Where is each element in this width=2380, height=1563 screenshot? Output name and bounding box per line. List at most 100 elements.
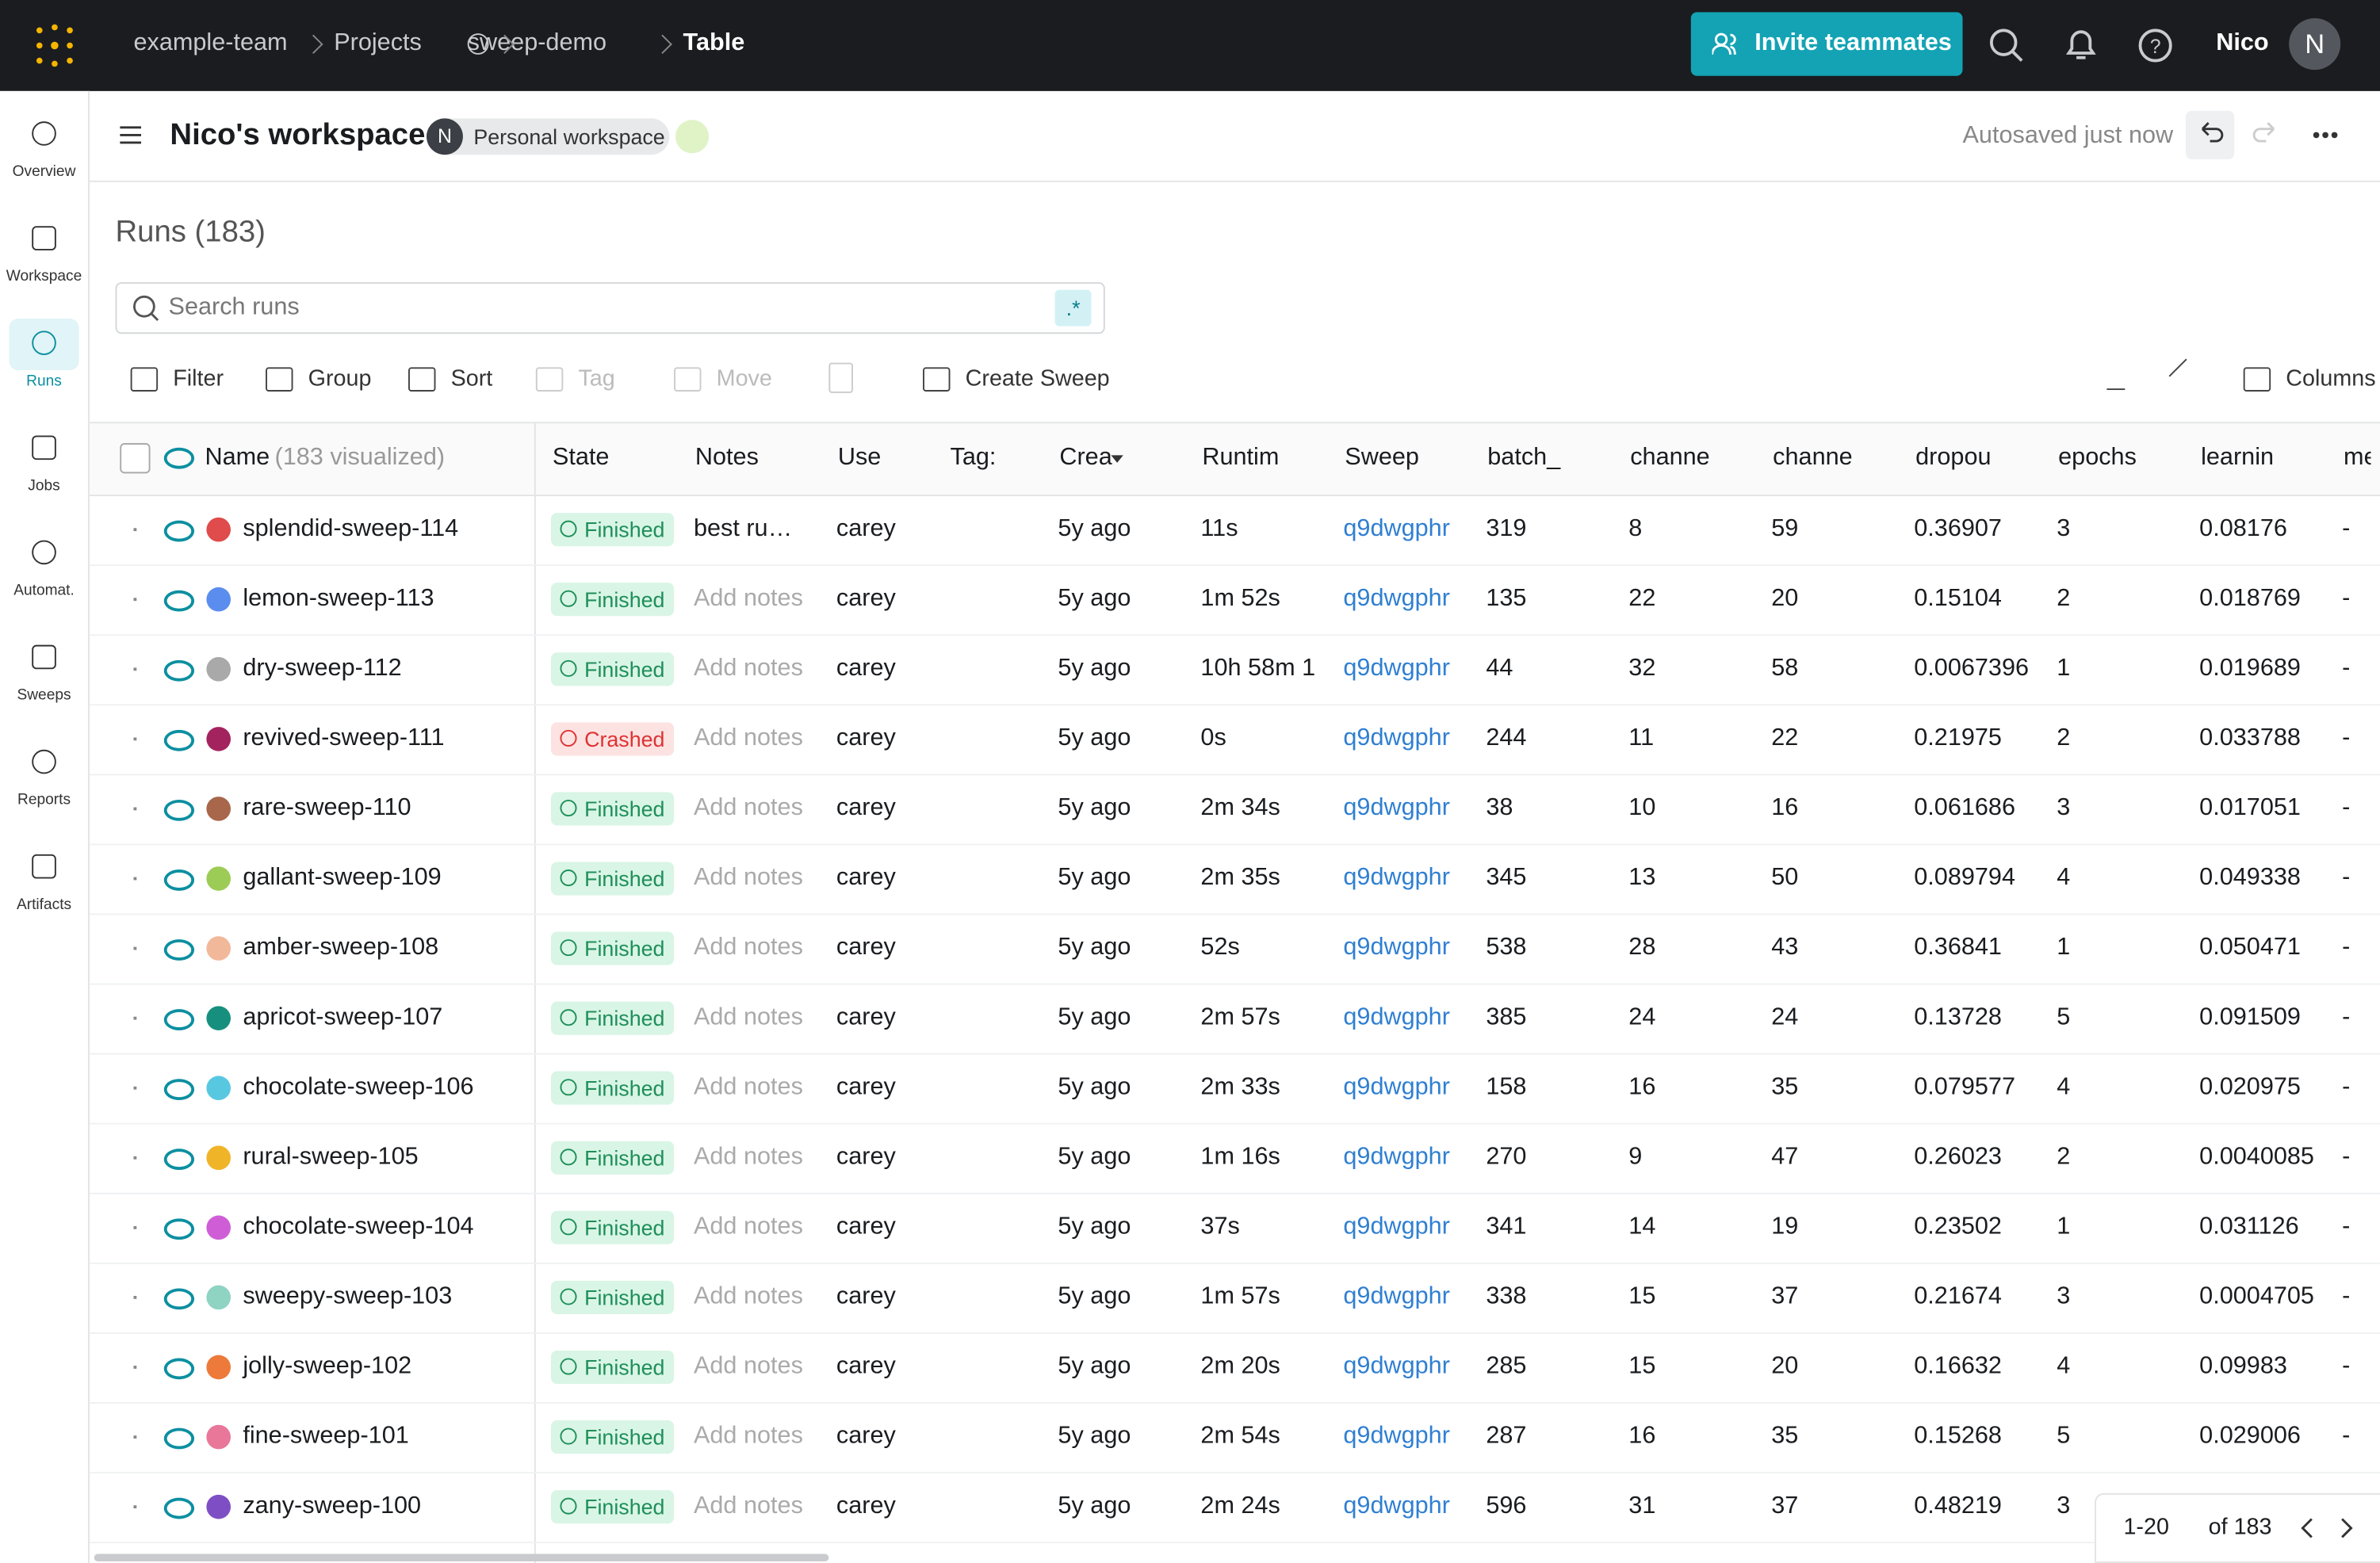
- cell[interactable]: q9dwgphr: [1343, 1492, 1450, 1519]
- eye-icon[interactable]: [163, 1148, 195, 1171]
- row-handle[interactable]: [133, 1505, 137, 1509]
- row-handle[interactable]: [133, 1296, 137, 1299]
- redo-button[interactable]: [2242, 111, 2290, 159]
- row-handle[interactable]: [133, 1156, 137, 1160]
- eye-icon[interactable]: [163, 1358, 195, 1380]
- run-name[interactable]: fine-sweep-101: [243, 1423, 409, 1450]
- user-avatar[interactable]: N: [2289, 17, 2341, 71]
- run-name[interactable]: apricot-sweep-107: [243, 1004, 443, 1030]
- eye-icon[interactable]: [163, 1079, 195, 1101]
- eye-icon[interactable]: [163, 590, 195, 612]
- cell[interactable]: Add notes: [693, 1004, 803, 1030]
- run-color[interactable]: [206, 517, 231, 542]
- sidebar-label[interactable]: Reports: [17, 792, 71, 809]
- row-handle[interactable]: [133, 807, 137, 811]
- cell[interactable]: q9dwgphr: [1343, 1353, 1450, 1380]
- run-name[interactable]: rare-sweep-110: [243, 795, 411, 821]
- run-name[interactable]: lemon-sweep-113: [243, 586, 434, 612]
- column-header[interactable]: Name: [205, 444, 270, 471]
- eye-icon[interactable]: [163, 1009, 195, 1030]
- cell[interactable]: q9dwgphr: [1343, 934, 1450, 961]
- run-color[interactable]: [206, 656, 231, 682]
- eye-icon[interactable]: [163, 939, 195, 961]
- run-name[interactable]: rural-sweep-105: [243, 1144, 419, 1171]
- cell[interactable]: Add notes: [693, 655, 803, 682]
- toolbar-button[interactable]: Sort: [450, 365, 493, 392]
- eye-icon[interactable]: [163, 520, 195, 542]
- eye-icon[interactable]: [163, 729, 195, 751]
- more-button[interactable]: [2312, 131, 2339, 139]
- sidebar-icon[interactable]: [32, 644, 56, 670]
- help-icon[interactable]: ?: [2137, 27, 2174, 63]
- row-handle[interactable]: [133, 1016, 137, 1020]
- column-header[interactable]: batch_: [1487, 444, 1561, 471]
- cell[interactable]: q9dwgphr: [1343, 1004, 1450, 1030]
- column-header[interactable]: dropou: [1915, 444, 1992, 471]
- breadcrumb-item[interactable]: example-team: [133, 30, 288, 56]
- breadcrumb-item[interactable]: Projects: [334, 30, 422, 56]
- run-name[interactable]: gallant-sweep-109: [243, 865, 442, 891]
- run-name[interactable]: splendid-sweep-114: [243, 515, 459, 542]
- sidebar-icon[interactable]: [32, 121, 56, 146]
- breadcrumb-item[interactable]: sweep-demo: [467, 30, 607, 56]
- run-color[interactable]: [206, 797, 231, 821]
- sidebar-label[interactable]: Artifacts: [16, 896, 72, 914]
- toolbar-button[interactable]: Create Sweep: [965, 365, 1110, 392]
- sidebar-label[interactable]: Overview: [12, 163, 76, 181]
- cell[interactable]: Add notes: [693, 725, 803, 751]
- sidebar-icon[interactable]: [32, 854, 56, 879]
- column-header[interactable]: State: [552, 444, 610, 471]
- run-color[interactable]: [206, 1215, 231, 1240]
- run-name[interactable]: chocolate-sweep-104: [243, 1213, 474, 1240]
- run-color[interactable]: [206, 1006, 231, 1030]
- cell[interactable]: q9dwgphr: [1343, 586, 1450, 612]
- column-header[interactable]: Notes: [694, 444, 759, 471]
- cell[interactable]: q9dwgphr: [1343, 1074, 1450, 1101]
- sidebar-label[interactable]: Automat.: [13, 583, 75, 600]
- cell[interactable]: q9dwgphr: [1343, 515, 1450, 542]
- row-handle[interactable]: [133, 667, 137, 671]
- sidebar-icon[interactable]: [32, 540, 56, 565]
- run-name[interactable]: jolly-sweep-102: [243, 1353, 412, 1380]
- column-header[interactable]: Tag:: [950, 444, 997, 471]
- eye-icon[interactable]: [163, 659, 195, 682]
- cell[interactable]: q9dwgphr: [1343, 655, 1450, 682]
- sidebar-icon[interactable]: [32, 331, 56, 356]
- cell[interactable]: Add notes: [693, 1283, 803, 1310]
- cell[interactable]: q9dwgphr: [1343, 795, 1450, 821]
- sidebar-icon[interactable]: [32, 226, 56, 250]
- column-header[interactable]: channe: [1630, 444, 1710, 471]
- breadcrumb-item[interactable]: Table: [683, 30, 745, 56]
- eye-icon[interactable]: [163, 869, 195, 891]
- eye-icon[interactable]: [163, 1288, 195, 1310]
- run-name[interactable]: sweepy-sweep-103: [243, 1283, 453, 1310]
- cell[interactable]: Add notes: [693, 1074, 803, 1101]
- cell[interactable]: Add notes: [693, 1213, 803, 1240]
- cell[interactable]: Add notes: [693, 586, 803, 612]
- run-color[interactable]: [206, 1424, 231, 1450]
- column-header[interactable]: Sweep: [1345, 444, 1419, 471]
- cell[interactable]: Add notes: [693, 1144, 803, 1171]
- run-name[interactable]: chocolate-sweep-106: [243, 1074, 474, 1101]
- column-header[interactable]: channe: [1773, 444, 1853, 471]
- sidebar-label[interactable]: Jobs: [28, 478, 60, 495]
- column-header[interactable]: me: [2344, 444, 2370, 471]
- toolbar-button[interactable]: Group: [308, 365, 372, 392]
- sidebar-icon[interactable]: [32, 749, 56, 774]
- cell[interactable]: q9dwgphr: [1343, 1283, 1450, 1310]
- cell[interactable]: Add notes: [693, 865, 803, 891]
- cell[interactable]: Add notes: [693, 1423, 803, 1450]
- run-color[interactable]: [206, 1145, 231, 1171]
- run-name[interactable]: amber-sweep-108: [243, 934, 439, 961]
- sidebar-icon[interactable]: [32, 435, 56, 460]
- cell[interactable]: q9dwgphr: [1343, 1144, 1450, 1171]
- row-handle[interactable]: [133, 877, 137, 881]
- download-icon[interactable]: [2106, 364, 2126, 391]
- run-name[interactable]: revived-sweep-111: [243, 725, 445, 751]
- run-name[interactable]: zany-sweep-100: [243, 1492, 422, 1519]
- sidebar-label[interactable]: Runs: [26, 373, 62, 391]
- run-color[interactable]: [206, 1355, 231, 1380]
- cell[interactable]: Add notes: [693, 934, 803, 961]
- cell[interactable]: Add notes: [693, 795, 803, 821]
- search-icon[interactable]: [1988, 27, 2025, 63]
